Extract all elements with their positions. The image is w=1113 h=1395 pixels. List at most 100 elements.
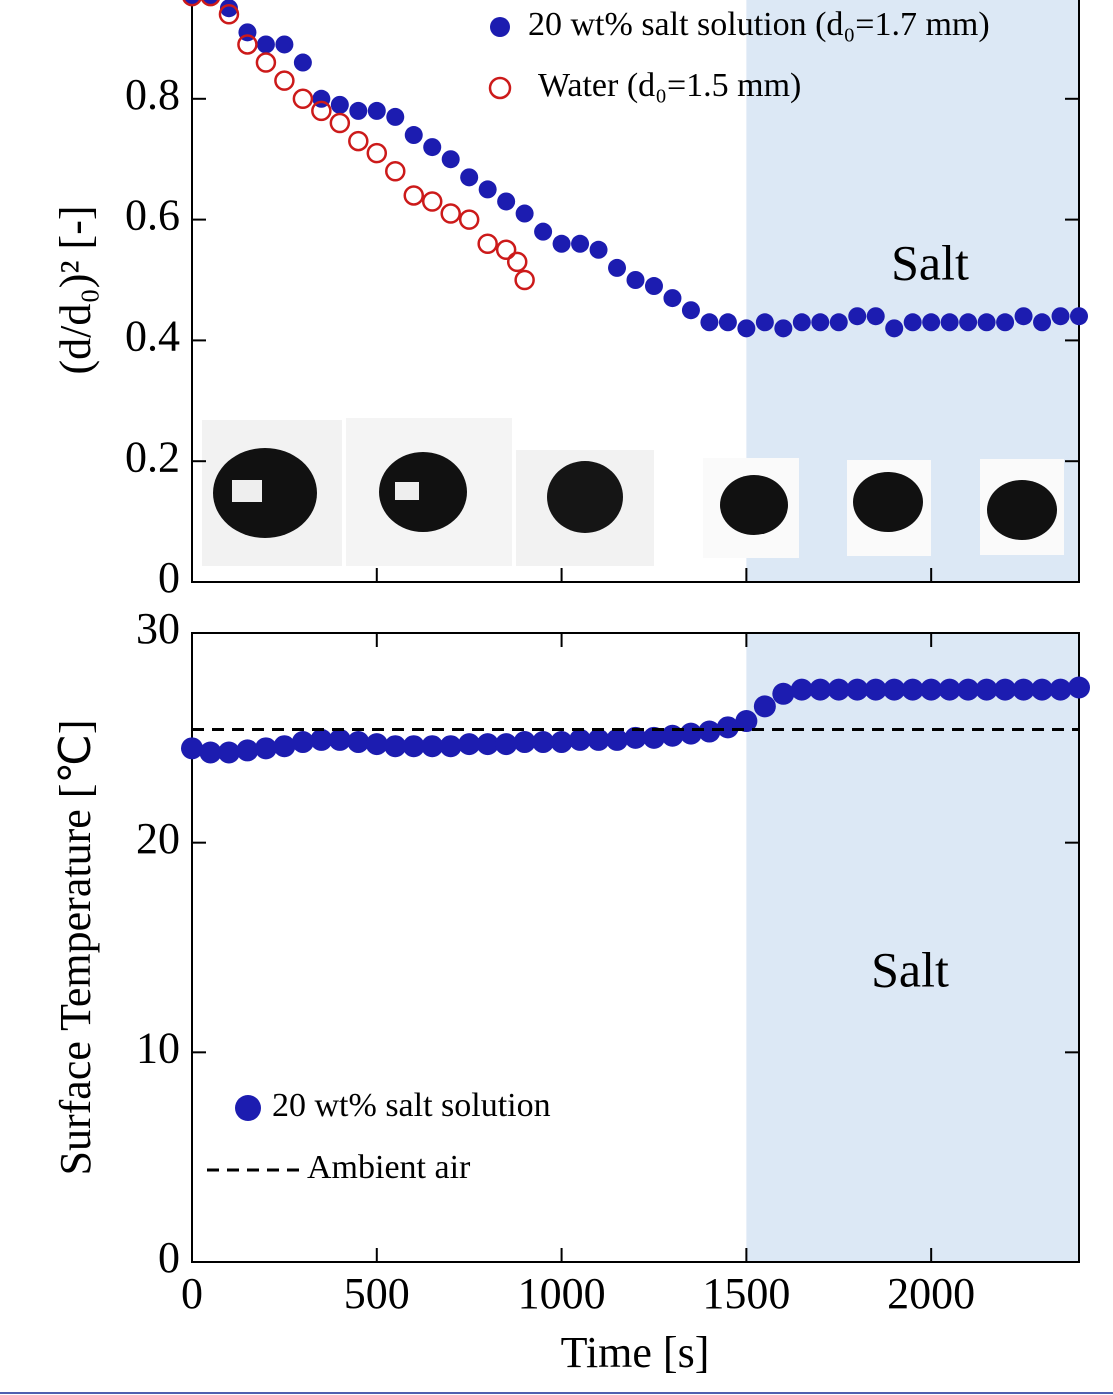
data-point [1049,678,1072,701]
data-point [977,313,996,332]
data-point [1051,307,1070,326]
data-point [254,737,277,760]
data-point [402,735,425,758]
data-point [385,161,406,182]
data-point [606,728,629,751]
y-tick-label: 0 [158,1233,180,1282]
data-point [532,731,555,754]
data-point [866,307,885,326]
data-point [199,741,222,764]
data-point [292,88,314,110]
y-tick-label: 0.2 [125,432,180,481]
data-point [698,720,721,743]
data-point [367,101,386,120]
data-point [811,313,830,332]
background-layer: Salt Salt [746,0,1079,1262]
data-point [755,313,774,332]
y-tick-label: 0.4 [125,311,180,360]
data-point [589,240,608,259]
data-point [513,731,536,754]
legend-label: 20 wt% salt solution (d₀=1.7 mm) [528,6,990,43]
data-point [256,35,275,54]
data-point [348,130,369,152]
data-point [994,678,1017,701]
data-point [421,735,444,758]
droplet [213,448,317,538]
data-point [1031,678,1054,701]
x-tick-label: 2000 [887,1269,975,1318]
data-point [1014,307,1033,326]
data-point [1033,313,1052,332]
data-point [330,95,349,114]
data-point [423,138,442,157]
data-point [458,733,481,756]
data-point [384,735,407,758]
x-tick-label: 500 [344,1269,410,1318]
plot-frame [191,0,1080,583]
data-point [477,233,498,255]
y-tick-label: 30 [136,604,180,653]
data-point [644,277,663,296]
data-point [328,728,351,751]
y-tick-label: 10 [136,1023,180,1072]
droplet [379,452,467,532]
plot-frame [191,632,1080,1263]
data-point [274,70,295,91]
data-point [552,234,571,253]
data-point [790,678,813,701]
data-point [404,126,423,145]
droplet [853,472,923,532]
data-point [181,737,203,760]
data-point [366,142,388,164]
data-point [626,271,645,289]
legend-symbol [488,76,512,100]
annotation: Salt [891,234,969,290]
data-point [293,53,312,72]
x-tick-label: 1000 [518,1269,606,1318]
data-point [218,3,240,25]
data-point [495,239,517,261]
data-point [497,192,516,211]
data-point [957,678,980,701]
data-point [864,678,887,701]
data-point [1012,678,1035,701]
data-point [827,678,850,701]
data-point [883,678,906,701]
y-axis-label: Surface Temperature [℃] [51,720,100,1176]
data-point [829,313,848,332]
data-point [587,728,610,751]
data-point [458,209,480,230]
data-point [515,204,534,223]
droplet-images [202,418,1064,566]
data-point [938,678,961,701]
data-point [478,180,497,199]
data-point [255,52,277,73]
x-axis-label: Time [s] [561,1328,710,1377]
data-point [940,313,959,332]
y-tick-label: 0.6 [125,191,180,240]
data-point [311,100,332,122]
legend-symbol [490,17,510,37]
data-point [495,733,518,756]
data-point [681,301,700,320]
data-point [624,726,647,749]
data-point [310,728,333,751]
data-point [386,107,405,126]
data-point [200,0,220,7]
data-point [291,731,314,754]
data-point [642,726,665,749]
data-point [608,258,627,277]
data-point [349,101,368,120]
legend-symbol [235,1095,261,1121]
data-point [772,682,795,705]
data-point [439,735,462,758]
droplet [720,475,788,535]
shaded-region [746,633,1079,1262]
data-point [809,678,832,701]
data-point [792,313,811,332]
data-point [506,251,528,273]
x-tick-label: 0 [181,1269,203,1318]
data-point [718,313,737,332]
data-point [534,222,553,241]
